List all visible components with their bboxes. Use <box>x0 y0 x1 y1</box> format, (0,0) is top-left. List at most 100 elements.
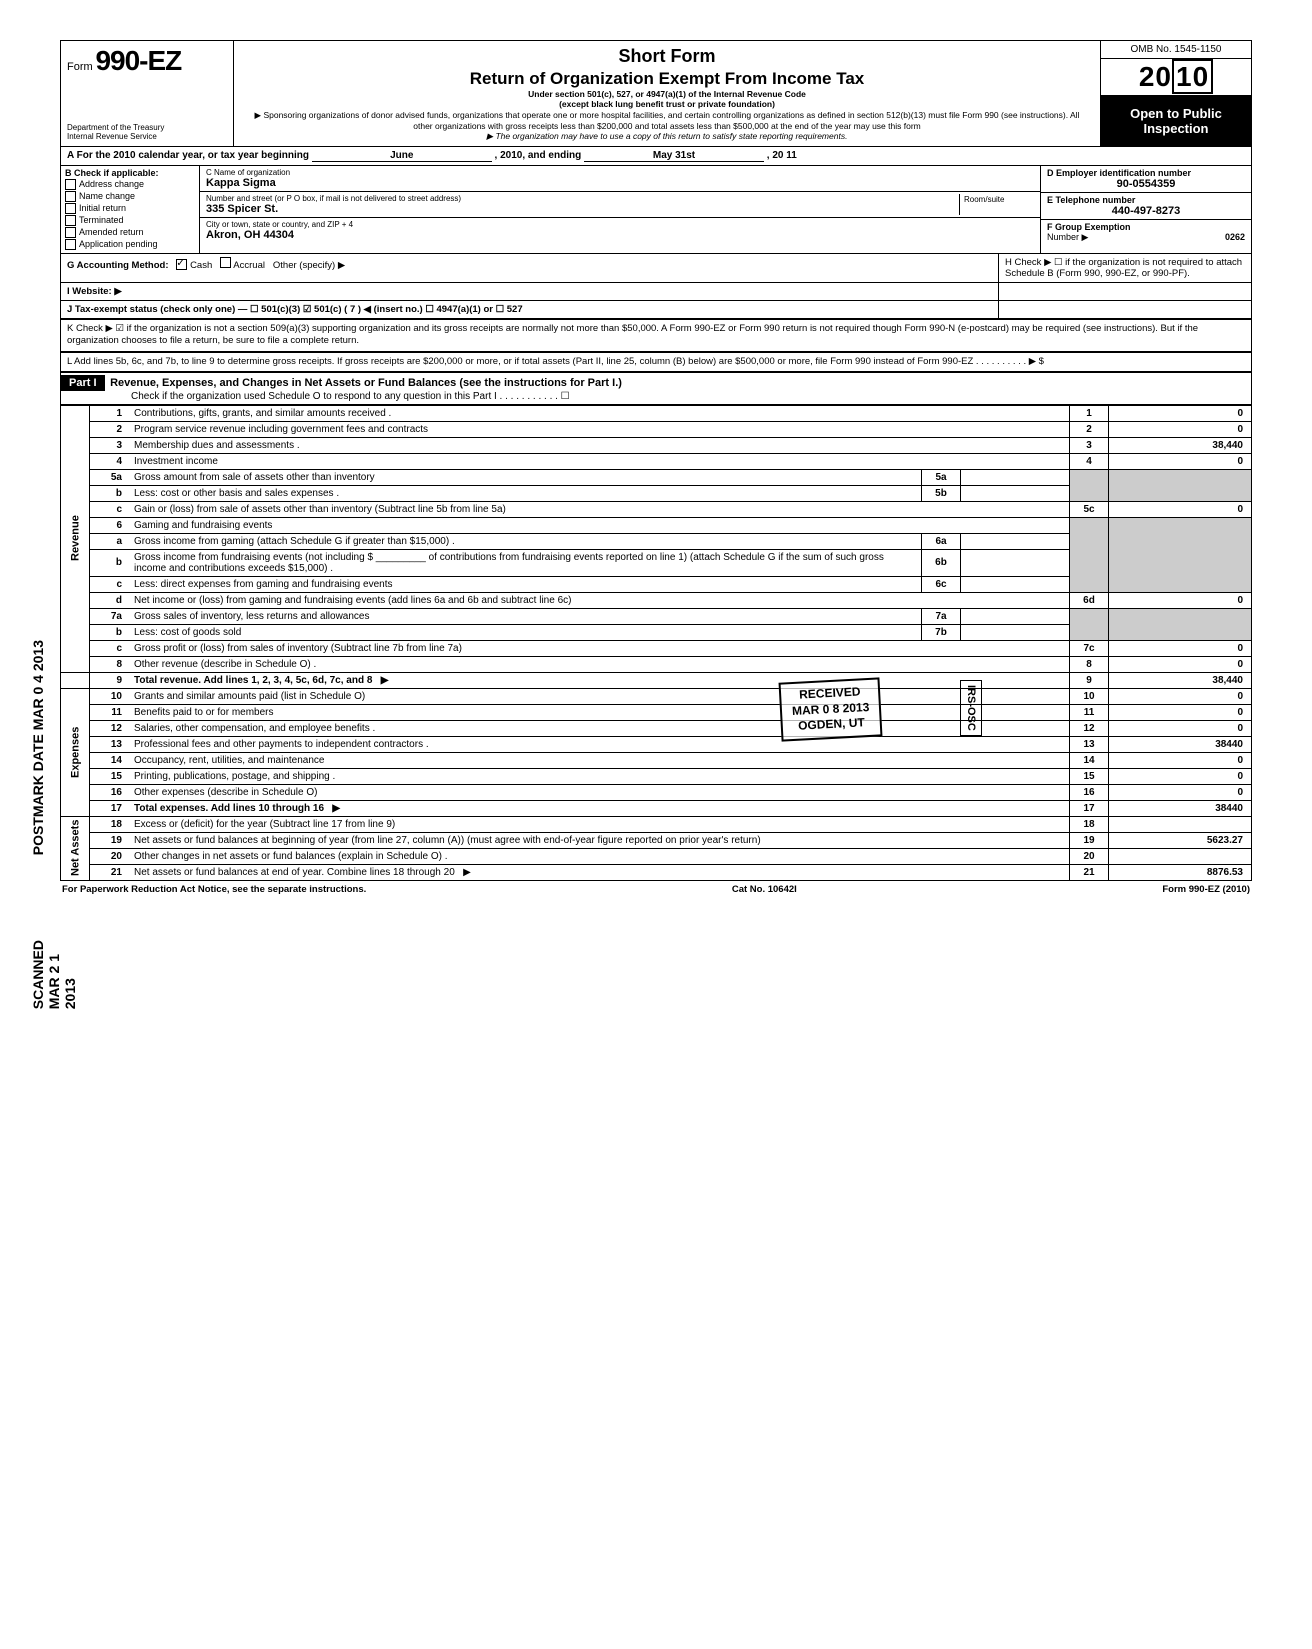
amt-num: 13 <box>1070 736 1109 752</box>
phone-label: E Telephone number <box>1047 195 1245 205</box>
row-h: H Check ▶ ☐ if the organization is not r… <box>998 254 1251 282</box>
line-num: 9 <box>90 672 131 688</box>
group-value: 0262 <box>1225 232 1245 242</box>
line-num: 5a <box>90 469 131 485</box>
line-num: 20 <box>90 848 131 864</box>
line-num: b <box>90 549 131 576</box>
header-right: OMB No. 1545-1150 2010 Open to Public In… <box>1100 41 1251 146</box>
amt-num: 18 <box>1070 816 1109 832</box>
amt-val <box>1109 816 1252 832</box>
amt-val: 8876.53 <box>1109 864 1252 880</box>
footer-mid: Cat No. 10642I <box>732 884 797 895</box>
line-desc: Net assets or fund balances at end of ye… <box>134 867 455 878</box>
cb-label: Initial return <box>79 203 126 213</box>
line-desc: Gross income from gaming (attach Schedul… <box>134 536 455 547</box>
mini-num: 6a <box>922 533 961 549</box>
mini-val <box>961 469 1070 485</box>
dept-line2: Internal Revenue Service <box>67 133 227 142</box>
line-num: 17 <box>90 800 131 816</box>
website-label: I Website: ▶ <box>61 283 998 300</box>
line-desc: Gross amount from sale of assets other t… <box>134 472 375 483</box>
cb-initial-return[interactable]: Initial return <box>65 203 195 214</box>
line-desc: Gross profit or (loss) from sales of inv… <box>134 643 462 654</box>
cb-pending[interactable]: Application pending <box>65 239 195 250</box>
received-stamp: RECEIVED MAR 0 8 2013 OGDEN, UT <box>779 677 883 741</box>
cb-accrual[interactable] <box>220 257 231 268</box>
col-def: D Employer identification number 90-0554… <box>1040 166 1251 253</box>
line-desc: Salaries, other compensation, and employ… <box>134 723 375 734</box>
row-l: L Add lines 5b, 6c, and 7b, to line 9 to… <box>60 352 1252 372</box>
line-desc: Net assets or fund balances at beginning… <box>134 835 761 846</box>
row-g: G Accounting Method: Cash Accrual Other … <box>60 253 1252 282</box>
col-c-org-info: C Name of organization Kappa Sigma Numbe… <box>200 166 1040 253</box>
header-left: Form 990-EZ Department of the Treasury I… <box>61 41 234 146</box>
part-1-title: Revenue, Expenses, and Changes in Net As… <box>110 377 622 389</box>
amt-val: 0 <box>1109 592 1252 608</box>
line-num: b <box>90 485 131 501</box>
line-desc: Excess or (deficit) for the year (Subtra… <box>134 819 395 830</box>
amt-val: 0 <box>1109 405 1252 421</box>
line-num: 1 <box>90 405 131 421</box>
accounting-label: G Accounting Method: <box>67 260 169 271</box>
line-desc: Benefits paid to or for members <box>134 707 274 718</box>
line-desc: Total revenue. Add lines 1, 2, 3, 4, 5c,… <box>134 675 372 686</box>
line-num: 18 <box>90 816 131 832</box>
col-b-checkboxes: B Check if applicable: Address change Na… <box>61 166 200 253</box>
group-label2: Number ▶ <box>1047 232 1088 242</box>
line-desc: Membership dues and assessments . <box>134 440 300 451</box>
sponsor-text: ▶ Sponsoring organizations of donor advi… <box>244 110 1090 131</box>
subtitle2: (except black lung benefit trust or priv… <box>244 99 1090 110</box>
part-1-label: Part I <box>61 375 105 391</box>
satisfy-text: ▶ The organization may have to use a cop… <box>244 131 1090 142</box>
line-desc: Less: cost or other basis and sales expe… <box>134 488 339 499</box>
cb-label: Amended return <box>79 227 144 237</box>
line-desc: Gross sales of inventory, less returns a… <box>134 611 369 622</box>
cb-cash[interactable] <box>176 259 187 270</box>
line-desc: Gross income from fundraising events (no… <box>134 552 884 574</box>
side-expenses: Expenses <box>61 688 90 816</box>
amt-num: 14 <box>1070 752 1109 768</box>
amt-num: 11 <box>1070 704 1109 720</box>
mini-val <box>961 549 1070 576</box>
line-num: c <box>90 640 131 656</box>
group-label: F Group Exemption <box>1047 222 1245 232</box>
cb-terminated[interactable]: Terminated <box>65 215 195 226</box>
other-label: Other (specify) ▶ <box>273 260 345 271</box>
amt-num: 20 <box>1070 848 1109 864</box>
line-desc: Professional fees and other payments to … <box>134 739 429 750</box>
row-a-tax-year: A For the 2010 calendar year, or tax yea… <box>60 147 1252 166</box>
line-num: 15 <box>90 768 131 784</box>
row-j: J Tax-exempt status (check only one) — ☐… <box>60 300 1252 319</box>
line-num: 7a <box>90 608 131 624</box>
ein-label: D Employer identification number <box>1047 168 1245 178</box>
room-label: Room/suite <box>964 195 1004 204</box>
line-desc: Net income or (loss) from gaming and fun… <box>134 595 571 606</box>
group-exemption-block: F Group Exemption Number ▶ 0262 <box>1041 220 1251 245</box>
amt-num: 12 <box>1070 720 1109 736</box>
line-num: 10 <box>90 688 131 704</box>
cb-address-change[interactable]: Address change <box>65 179 195 190</box>
line-num: 21 <box>90 864 131 880</box>
line-num: 11 <box>90 704 131 720</box>
form-label: Form <box>67 61 93 73</box>
part-1-header: Part I Revenue, Expenses, and Changes in… <box>60 372 1252 405</box>
line-num: 8 <box>90 656 131 672</box>
stamp-ogden: OGDEN, UT <box>792 715 870 735</box>
amt-val: 0 <box>1109 768 1252 784</box>
amt-num: 8 <box>1070 656 1109 672</box>
mini-num: 7a <box>922 608 961 624</box>
line-desc: Program service revenue including govern… <box>134 424 428 435</box>
cb-amended[interactable]: Amended return <box>65 227 195 238</box>
mini-val <box>961 576 1070 592</box>
form-header: Form 990-EZ Department of the Treasury I… <box>60 40 1252 147</box>
amt-val: 0 <box>1109 656 1252 672</box>
line-num: 13 <box>90 736 131 752</box>
amt-num: 7c <box>1070 640 1109 656</box>
amt-num: 6d <box>1070 592 1109 608</box>
amt-num: 5c <box>1070 501 1109 517</box>
phone-value: 440-497-8273 <box>1047 205 1245 217</box>
amt-val: 0 <box>1109 752 1252 768</box>
cb-name-change[interactable]: Name change <box>65 191 195 202</box>
amt-val: 38,440 <box>1109 672 1252 688</box>
org-name-label: C Name of organization <box>206 168 1034 177</box>
